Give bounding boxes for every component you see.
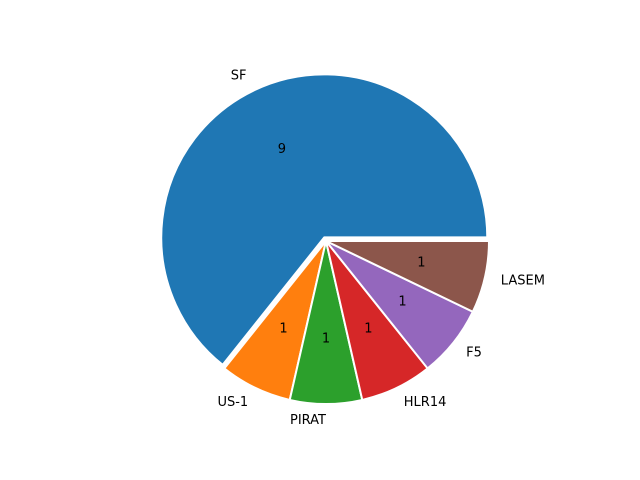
value-label: 1 xyxy=(364,322,372,337)
pie-slice xyxy=(325,240,490,313)
slice-label: SF xyxy=(231,68,247,83)
slice-label: F5 xyxy=(466,345,482,360)
value-label: 1 xyxy=(322,331,330,346)
value-label: 1 xyxy=(417,255,425,270)
slice-label: HLR14 xyxy=(404,395,447,410)
pie-slice xyxy=(160,73,489,366)
value-label: 9 xyxy=(278,142,286,157)
value-label: 1 xyxy=(279,322,287,337)
value-label: 1 xyxy=(398,294,406,309)
slice-label: PIRAT xyxy=(290,413,326,428)
slice-label: LASEM xyxy=(501,273,545,288)
slice-label: US-1 xyxy=(217,395,248,410)
